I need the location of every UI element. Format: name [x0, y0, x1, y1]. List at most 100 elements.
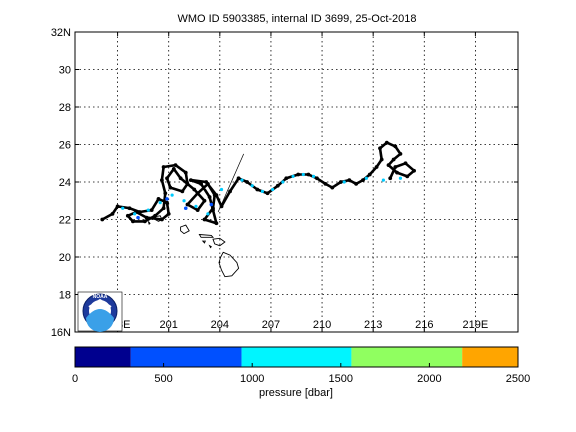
deep-profile-point [165, 197, 169, 201]
track-point [180, 189, 185, 194]
track-point [214, 193, 219, 198]
track-point [165, 200, 169, 205]
deep-profile-point [183, 206, 188, 211]
lon-tick-label: 201 [160, 319, 178, 331]
track-point [379, 157, 384, 162]
track-point [202, 198, 207, 203]
track-point [395, 170, 399, 175]
track-point [403, 161, 408, 166]
track-point [398, 151, 403, 156]
deep-profile-point [209, 202, 214, 207]
colorbar-tick-label: 2500 [506, 373, 530, 385]
gridlines [75, 32, 518, 332]
profile-point [133, 212, 137, 216]
noaa-logo: NOAA [77, 291, 123, 332]
colorbar-tick-label: 500 [154, 373, 172, 385]
track-point [219, 204, 224, 209]
deep-profile-point [136, 215, 140, 220]
track-point [115, 204, 120, 209]
track-point [163, 191, 168, 196]
colorbar-frame [74, 346, 519, 368]
profile-point [271, 187, 275, 192]
profile-point [158, 201, 162, 205]
island-oahu [180, 224, 190, 235]
colorbar-tick-labels: 0 500 1000 1500 2000 2500 [72, 363, 530, 385]
latitude-labels: 32N 30 28 26 24 22 20 18 16N [51, 27, 518, 339]
colorbar-bin [462, 347, 518, 367]
map-title: WMO ID 5903385, internal ID 3699, 25-Oct… [177, 13, 416, 25]
profile-point [240, 178, 244, 182]
profile-point [146, 208, 150, 212]
colorbar-bin [130, 347, 242, 367]
track-point [255, 187, 260, 192]
profile-point [342, 180, 346, 184]
lat-tick-label: 26 [59, 140, 71, 152]
lon-tick-label: 204 [211, 319, 229, 331]
track-point [185, 202, 190, 207]
island-niihau [147, 221, 151, 226]
track-point [211, 208, 215, 213]
profile-point [311, 174, 316, 178]
track-point [391, 157, 396, 162]
track-point [338, 180, 343, 184]
track-point [388, 176, 393, 181]
profile-point [194, 204, 198, 208]
track-point [393, 165, 398, 169]
track-point [131, 219, 135, 224]
island-kahoolawe [208, 244, 213, 249]
track-point [142, 219, 147, 224]
track-point [275, 183, 280, 188]
track-point [188, 178, 193, 183]
track-point [166, 211, 171, 216]
profile-point [364, 176, 368, 180]
track-point [367, 172, 372, 177]
profile-point [170, 193, 174, 197]
track-point [214, 221, 219, 226]
lon-tick-label: 213 [364, 319, 382, 331]
track-point [207, 195, 212, 199]
profile-point [301, 172, 305, 177]
profile-point [121, 206, 125, 210]
track-point [284, 176, 289, 181]
colorbar-tick-label: 1500 [329, 373, 353, 385]
track-point [347, 178, 352, 183]
track-point [173, 163, 178, 168]
lat-tick-label: 16N [51, 327, 71, 339]
lon-tick-label: 219E [463, 319, 489, 331]
track-point [125, 213, 130, 218]
track-point [202, 217, 207, 222]
track-point [245, 180, 249, 184]
profile-point [219, 187, 224, 192]
colorbar-bin [241, 347, 352, 367]
lat-tick-label: 20 [59, 252, 71, 264]
track-point [156, 196, 161, 201]
island-lanai [201, 240, 206, 244]
track-point [199, 181, 203, 186]
track-point [144, 215, 149, 220]
track-point [195, 208, 200, 213]
track-point [393, 144, 398, 149]
lat-tick-label: 30 [59, 65, 71, 77]
profile-point [291, 174, 295, 178]
colorbar-bin [351, 347, 463, 367]
track-point [204, 180, 209, 184]
svg-text:NOAA: NOAA [93, 294, 108, 300]
track-point [384, 140, 389, 145]
colorbar-label: pressure [dbar] [259, 387, 333, 399]
colorbar-bin [75, 347, 131, 367]
track-point [183, 170, 188, 175]
profile-point [381, 178, 385, 182]
island-molokai [198, 233, 215, 238]
track-point [354, 181, 359, 186]
track-point [165, 176, 169, 181]
track-point [323, 181, 328, 186]
track-point [315, 176, 319, 181]
track-point [386, 163, 391, 168]
track-point [100, 217, 105, 222]
track-point [374, 165, 379, 169]
track-point [378, 146, 382, 151]
track-point [296, 172, 301, 177]
track-point [161, 165, 166, 169]
track-point [171, 166, 176, 171]
